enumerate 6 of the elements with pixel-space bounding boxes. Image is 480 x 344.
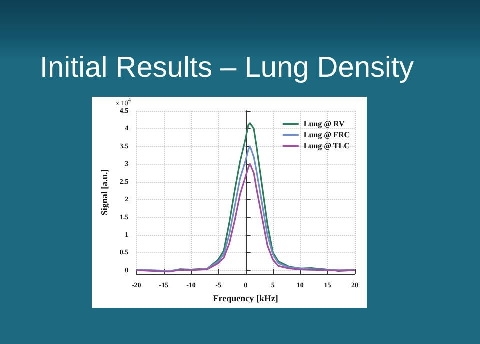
chart-title: Initial Results – Lung Density bbox=[40, 52, 414, 85]
y-axis-title: Signal [a.u.] bbox=[100, 169, 110, 216]
legend-label: Lung @ RV bbox=[304, 120, 346, 128]
legend-label: Lung @ FRC bbox=[304, 130, 350, 140]
legend-label: Lung @ TLC bbox=[304, 142, 350, 150]
x-axis-title: Frequency [kHz] bbox=[213, 293, 278, 304]
